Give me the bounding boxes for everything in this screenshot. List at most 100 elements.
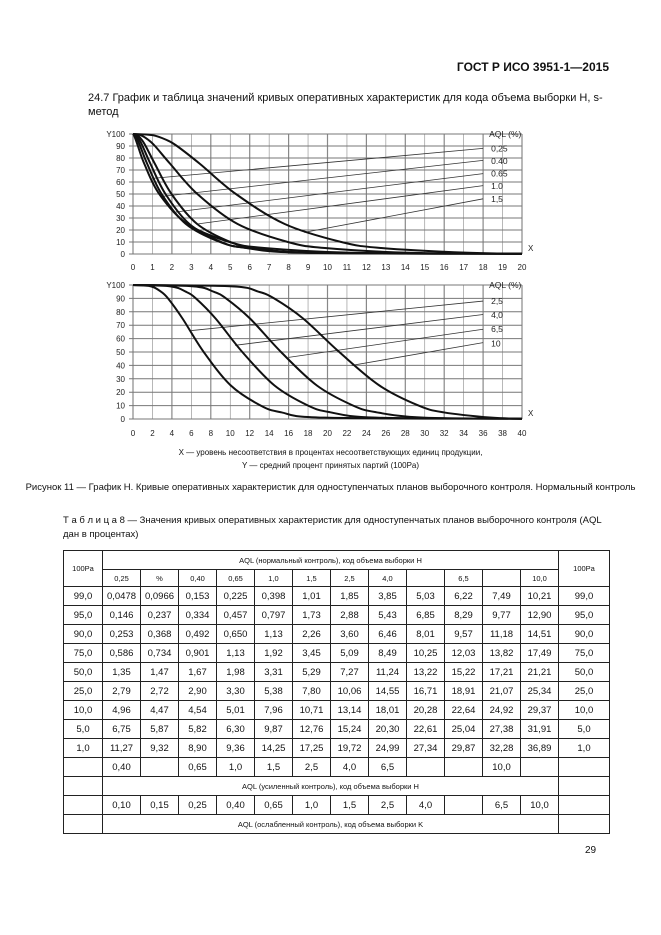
table-row: 0,40 0,65 1,0 1,5 2,5 4,0 6,5 10,0 — [63, 757, 610, 777]
x-tick-label: 2 — [170, 263, 175, 272]
y-tick-label: 10 — [116, 238, 125, 247]
value-cell: 18,01 — [368, 700, 407, 720]
table-row: 25,0 2,79 2,72 2,90 3,30 5,38 7,80 10,06 14,55 16… — [63, 681, 610, 701]
legend-label: 1,5 — [491, 194, 503, 204]
reduced-aql-cell: 1,0 — [292, 795, 331, 815]
value-cell: 19,72 — [330, 738, 369, 758]
value-cell: 1,13 — [216, 643, 255, 663]
legend-label: 6,5 — [491, 324, 503, 334]
pa-header-right: 100Pa — [558, 550, 610, 587]
legend-label: 0.65 — [491, 169, 508, 179]
value-cell: 1,13 — [254, 624, 293, 644]
value-cell: 13,22 — [406, 662, 445, 682]
y-tick-label: 30 — [116, 375, 125, 384]
legend-label: 1.0 — [491, 181, 503, 191]
normal-aql-cell: 4,0 — [368, 569, 407, 587]
value-cell: 7,80 — [292, 681, 331, 701]
x-tick-label: 9 — [306, 263, 311, 272]
x-tick-label: 7 — [267, 263, 272, 272]
oc-curve — [132, 284, 523, 420]
x-tick-label: 2 — [150, 429, 155, 438]
y-tick-label: 0 — [121, 250, 126, 259]
y-tick-label: 80 — [116, 154, 125, 163]
legend-label: 0.40 — [491, 156, 508, 166]
value-cell: 7,96 — [254, 700, 293, 720]
value-cell: 16,71 — [406, 681, 445, 701]
leader-line — [197, 185, 484, 225]
y-tick-label: Y100 — [106, 130, 125, 139]
standard-header: ГОСТ Р ИСО 3951-1—2015 — [456, 60, 609, 74]
value-cell: 10,25 — [406, 643, 445, 663]
value-cell: 29,37 — [520, 700, 559, 720]
reduced-aql-cell — [444, 795, 483, 815]
normal-aql-cell: 2,5 — [330, 569, 369, 587]
value-cell: 4,96 — [102, 700, 141, 720]
empty-cell — [63, 814, 103, 834]
x-tick-label: 38 — [498, 429, 507, 438]
y-tick-label: 60 — [116, 178, 125, 187]
pa-cell: 25,0 — [558, 681, 610, 701]
reduced-aql-cell: 0,40 — [216, 795, 255, 815]
value-cell: 0,0966 — [140, 586, 179, 606]
value-cell: 6,75 — [102, 719, 141, 739]
table-row: 0,10 0,15 0,25 0,40 0,65 1,0 1,5 2,5 4,0 6,5 10,0 — [63, 795, 610, 815]
reduced-aql-cell: 10,0 — [520, 795, 559, 815]
value-cell: 5,43 — [368, 605, 407, 625]
x-tick-label: 10 — [226, 429, 235, 438]
oc-curve — [132, 284, 523, 420]
value-cell: 36,89 — [520, 738, 559, 758]
pa-header-left: 100Pa — [63, 550, 103, 587]
tightened-aql-cell: 2,5 — [292, 757, 331, 777]
reduced-aql-cell: 0,10 — [102, 795, 141, 815]
value-cell: 5,38 — [254, 681, 293, 701]
value-cell: 9,87 — [254, 719, 293, 739]
value-cell: 29,87 — [444, 738, 483, 758]
figure-caption: Рисунок 11 — График H. Кривые оперативны… — [25, 482, 636, 493]
y-tick-label: 10 — [116, 402, 125, 411]
value-cell: 8,01 — [406, 624, 445, 644]
value-cell: 11,18 — [482, 624, 521, 644]
y-tick-label: 60 — [116, 335, 125, 344]
value-cell: 14,51 — [520, 624, 559, 644]
tightened-aql-cell: 0,40 — [102, 757, 141, 777]
oc-curve — [132, 284, 523, 420]
value-cell: 0,586 — [102, 643, 141, 663]
value-cell: 2,72 — [140, 681, 179, 701]
leader-line — [175, 173, 484, 213]
x-tick-label: 36 — [479, 429, 488, 438]
value-cell: 27,34 — [406, 738, 445, 758]
reduced-aql-cell: 4,0 — [406, 795, 445, 815]
pa-cell: 1,0 — [63, 738, 103, 758]
oc-table: 100Pa AQL (нормальный контроль), код объе… — [63, 550, 610, 834]
empty-cell — [63, 757, 103, 777]
value-cell: 9,77 — [482, 605, 521, 625]
x-tick-label: 8 — [286, 263, 291, 272]
table-row: 1,0 11,27 9,32 8,90 9,36 14,25 17,25 19,72 24,99… — [63, 738, 610, 758]
value-cell: 27,38 — [482, 719, 521, 739]
x-tick-label: 12 — [362, 263, 371, 272]
reduced-aql-cell: 1,5 — [330, 795, 369, 815]
y-tick-label: 90 — [116, 294, 125, 303]
value-cell: 1,85 — [330, 586, 369, 606]
value-cell: 12,90 — [520, 605, 559, 625]
table-row: 10,0 4,96 4,47 4,54 5,01 7,96 10,71 13,14 18,01 2… — [63, 700, 610, 720]
x-tick-label: 3 — [189, 263, 194, 272]
leader-line — [351, 342, 484, 366]
y-tick-label: 0 — [121, 415, 126, 424]
value-cell: 11,24 — [368, 662, 407, 682]
x-axis-label: X — [528, 409, 534, 418]
pa-cell: 50,0 — [558, 662, 610, 682]
section-title: 24.7 График и таблица значений кривых оп… — [88, 92, 603, 118]
y-tick-label: 50 — [116, 348, 125, 357]
value-cell: 0,797 — [254, 605, 293, 625]
leader-line — [152, 148, 484, 179]
value-cell: 15,22 — [444, 662, 483, 682]
value-cell: 0,901 — [178, 643, 217, 663]
legend-label: 10 — [491, 338, 501, 348]
value-cell: 4,54 — [178, 700, 217, 720]
value-cell: 2,90 — [178, 681, 217, 701]
value-cell: 25,34 — [520, 681, 559, 701]
reduced-aql-cell: 0,15 — [140, 795, 179, 815]
value-cell: 31,91 — [520, 719, 559, 739]
